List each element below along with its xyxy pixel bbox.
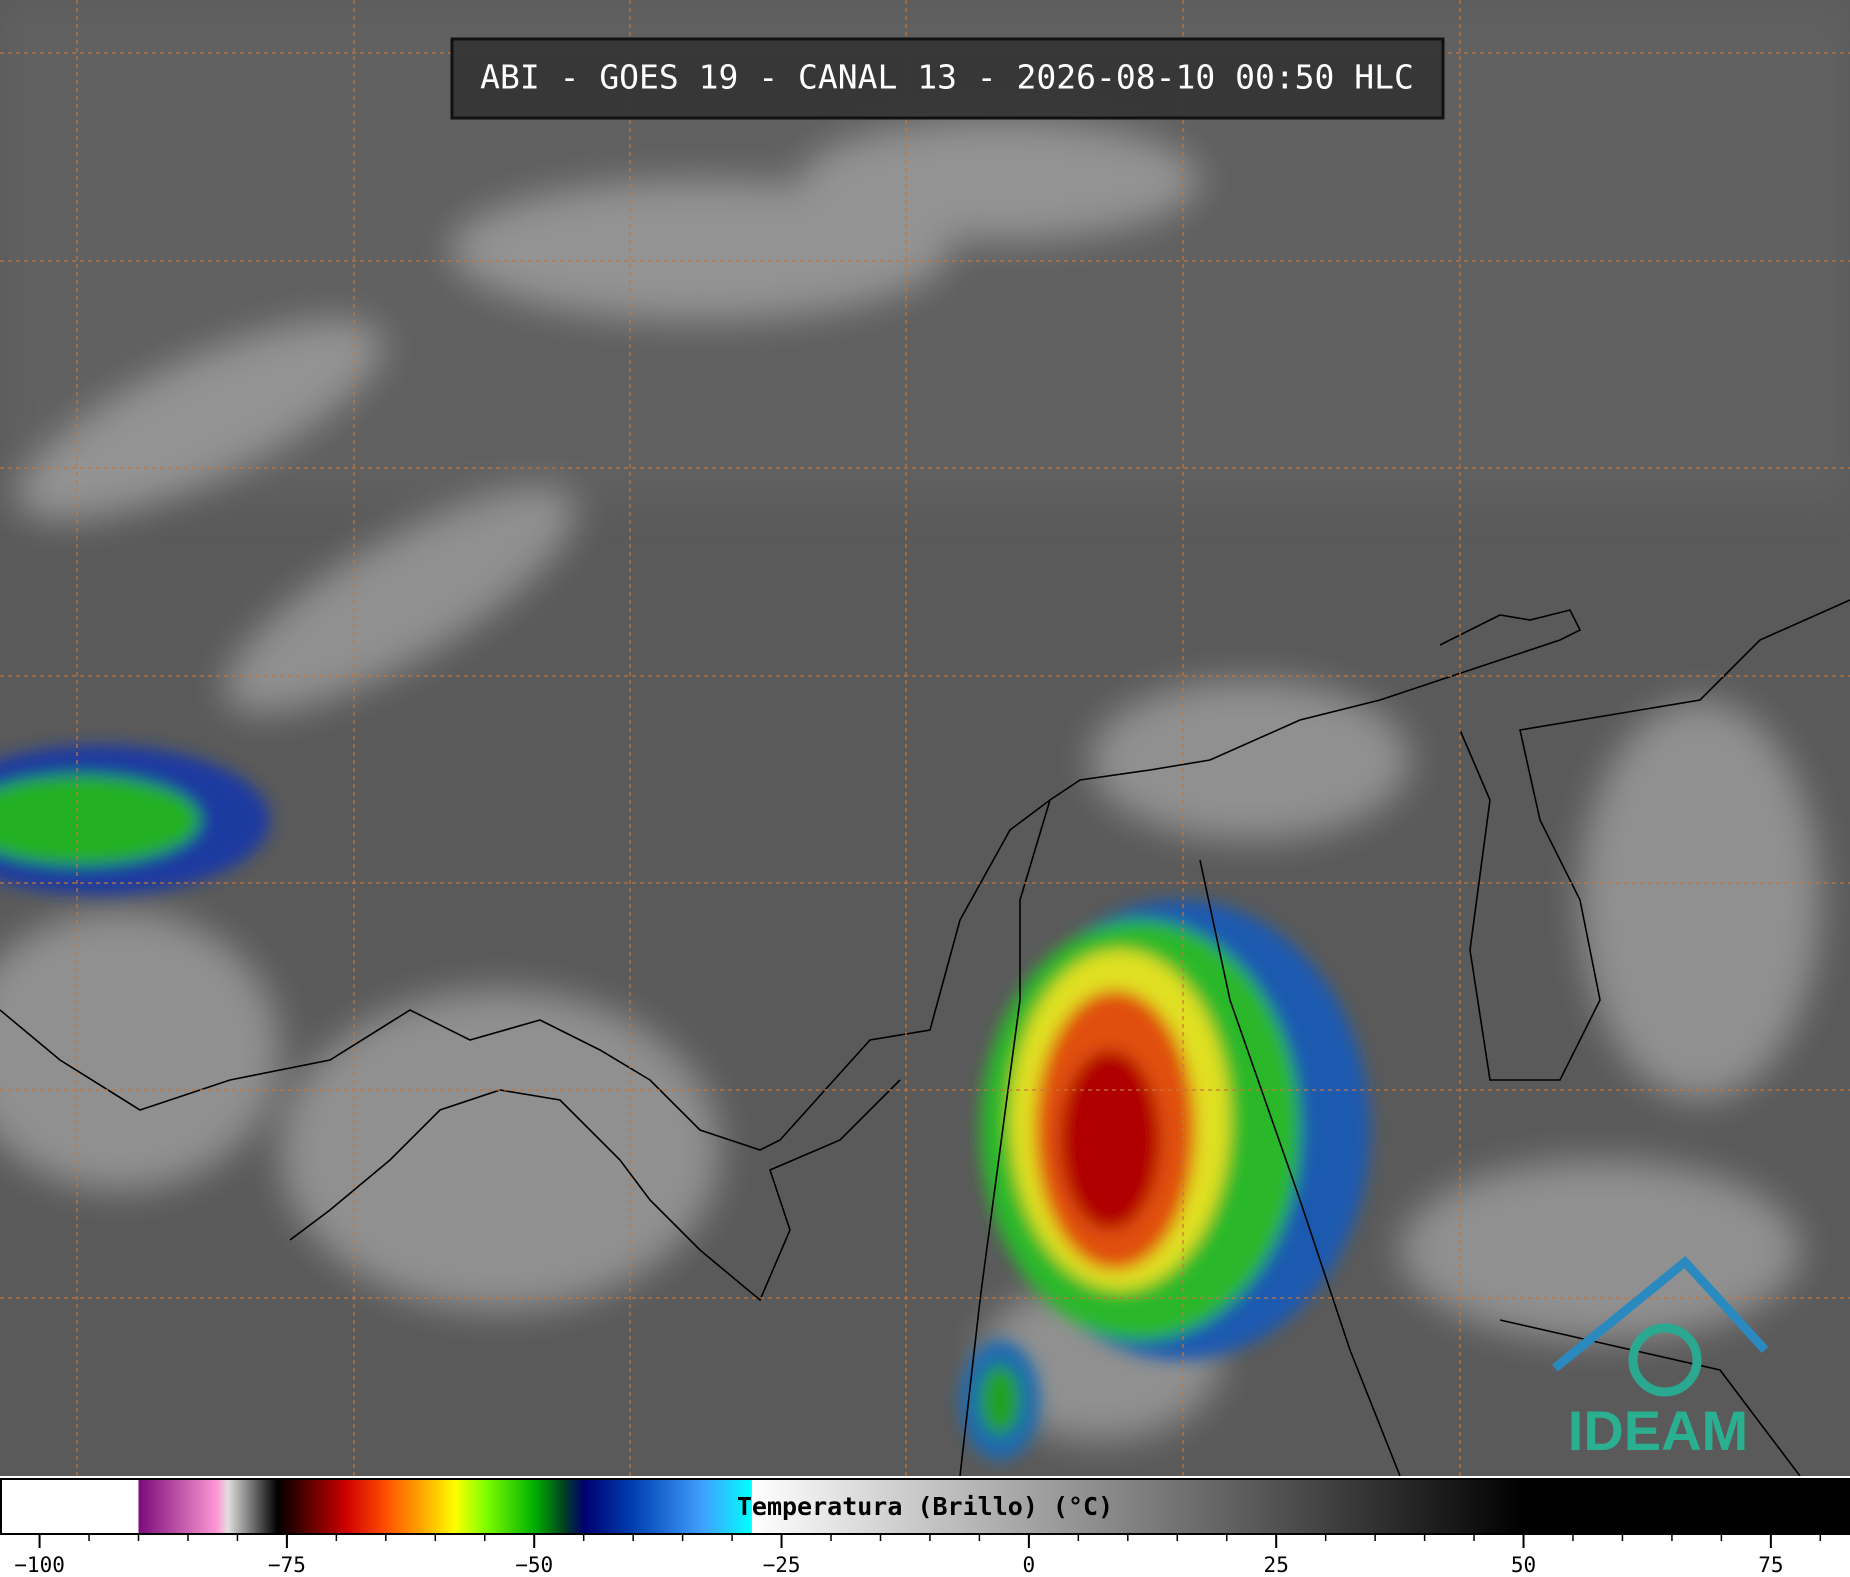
colorbar-segment: [385, 1479, 426, 1534]
title-box: [450, 37, 1445, 120]
colorbar-tick-label: 0: [1023, 1553, 1036, 1577]
colorbar-segment: [583, 1479, 634, 1534]
colorbar-segment: [484, 1479, 535, 1534]
colorbar-label: Temperatura (Brillo) (°C): [737, 1492, 1113, 1521]
colorbar-segment: [0, 1479, 140, 1534]
colorbar-tick-label: 50: [1511, 1553, 1536, 1577]
colorbar-tick-label: −100: [14, 1553, 65, 1577]
colorbar-segment: [702, 1479, 753, 1534]
colorbar-tick-label: 25: [1264, 1553, 1289, 1577]
colorbar-segment: [217, 1479, 229, 1534]
colorbar-segment: [563, 1479, 585, 1534]
graticule: [0, 0, 1850, 1476]
colorbar-segment: [227, 1479, 278, 1534]
colorbar-tick-label: −75: [268, 1553, 306, 1577]
colorbar-tick-label: −25: [763, 1553, 801, 1577]
imagery: [0, 0, 1850, 1477]
colorbar-segment: [1523, 1479, 1850, 1534]
title: ABI - GOES 19 - CANAL 13 - 2026-08-10 00…: [480, 58, 1414, 97]
colorbar-tick-label: 75: [1758, 1553, 1783, 1577]
colorbar-segment: [425, 1479, 456, 1534]
colorbar-segment: [751, 1479, 1525, 1534]
colorbar: Temperatura (Brillo) (°C) −100 −75 −50 −25 0 2…: [0, 1479, 1850, 1577]
colorbar-segment: [346, 1479, 387, 1534]
colorbar-segment: [455, 1479, 486, 1534]
colorbar-segment: [296, 1479, 347, 1534]
logo: IDEAM: [1552, 1255, 1769, 1462]
colorbar-tick-label: −50: [515, 1553, 553, 1577]
logo-text: IDEAM: [1568, 1399, 1748, 1462]
colorbar-segment: [138, 1479, 219, 1534]
convective-cloud: [0, 745, 1370, 1460]
colorbar-segment: [534, 1479, 565, 1534]
colorbar-frame: [0, 1478, 1850, 1535]
colorbar-segment: [277, 1479, 298, 1534]
coastlines: [0, 599, 1850, 1477]
colorbar-segment: [633, 1479, 703, 1534]
